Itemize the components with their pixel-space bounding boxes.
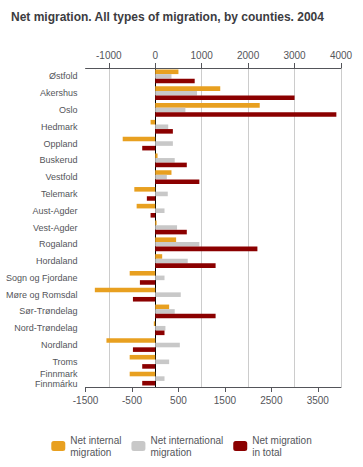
svg-text:Finnmárku: Finnmárku: [35, 379, 78, 389]
svg-text:-500: -500: [122, 395, 142, 406]
svg-text:Troms: Troms: [52, 357, 78, 367]
svg-text:Net migration: Net migration: [252, 435, 311, 446]
svg-text:Oppland: Oppland: [44, 139, 78, 149]
svg-text:Oslo: Oslo: [59, 105, 78, 115]
svg-text:Møre og Romsdal: Møre og Romsdal: [6, 290, 78, 300]
svg-text:Hordaland: Hordaland: [36, 256, 78, 266]
svg-text:0: 0: [152, 50, 158, 61]
svg-text:Vestfold: Vestfold: [46, 172, 78, 182]
svg-text:Akershus: Akershus: [40, 88, 78, 98]
svg-text:Nordland: Nordland: [41, 340, 78, 350]
svg-text:Net internal: Net internal: [70, 435, 121, 446]
svg-text:Aust-Agder: Aust-Agder: [33, 206, 78, 216]
svg-text:Finnmark: Finnmark: [40, 369, 78, 379]
svg-text:3000: 3000: [283, 50, 306, 61]
svg-text:Buskerud: Buskerud: [40, 155, 78, 165]
svg-text:4000: 4000: [330, 50, 353, 61]
svg-text:500: 500: [170, 395, 187, 406]
svg-text:Net migration. All types of mi: Net migration. All types of migration, b…: [11, 10, 324, 24]
svg-text:in total: in total: [252, 447, 281, 458]
svg-text:Telemark: Telemark: [41, 189, 78, 199]
svg-text:Net international: Net international: [150, 435, 223, 446]
svg-text:1000: 1000: [191, 50, 214, 61]
svg-text:Sør-Trøndelag: Sør-Trøndelag: [19, 306, 77, 316]
svg-text:-1000: -1000: [96, 50, 122, 61]
svg-text:Rogaland: Rogaland: [39, 239, 78, 249]
svg-text:2500: 2500: [260, 395, 283, 406]
svg-text:Sogn og Fjordane: Sogn og Fjordane: [6, 273, 78, 283]
svg-text:3500: 3500: [307, 395, 330, 406]
svg-text:-1500: -1500: [73, 395, 99, 406]
svg-text:Hedmark: Hedmark: [41, 122, 78, 132]
svg-text:Østfold: Østfold: [49, 71, 78, 81]
svg-text:Nord-Trøndelag: Nord-Trøndelag: [14, 323, 77, 333]
svg-text:Vest-Agder: Vest-Agder: [33, 223, 78, 233]
svg-text:migration: migration: [150, 447, 191, 458]
svg-text:1500: 1500: [214, 395, 237, 406]
svg-text:2000: 2000: [237, 50, 260, 61]
svg-text:migration: migration: [70, 447, 111, 458]
